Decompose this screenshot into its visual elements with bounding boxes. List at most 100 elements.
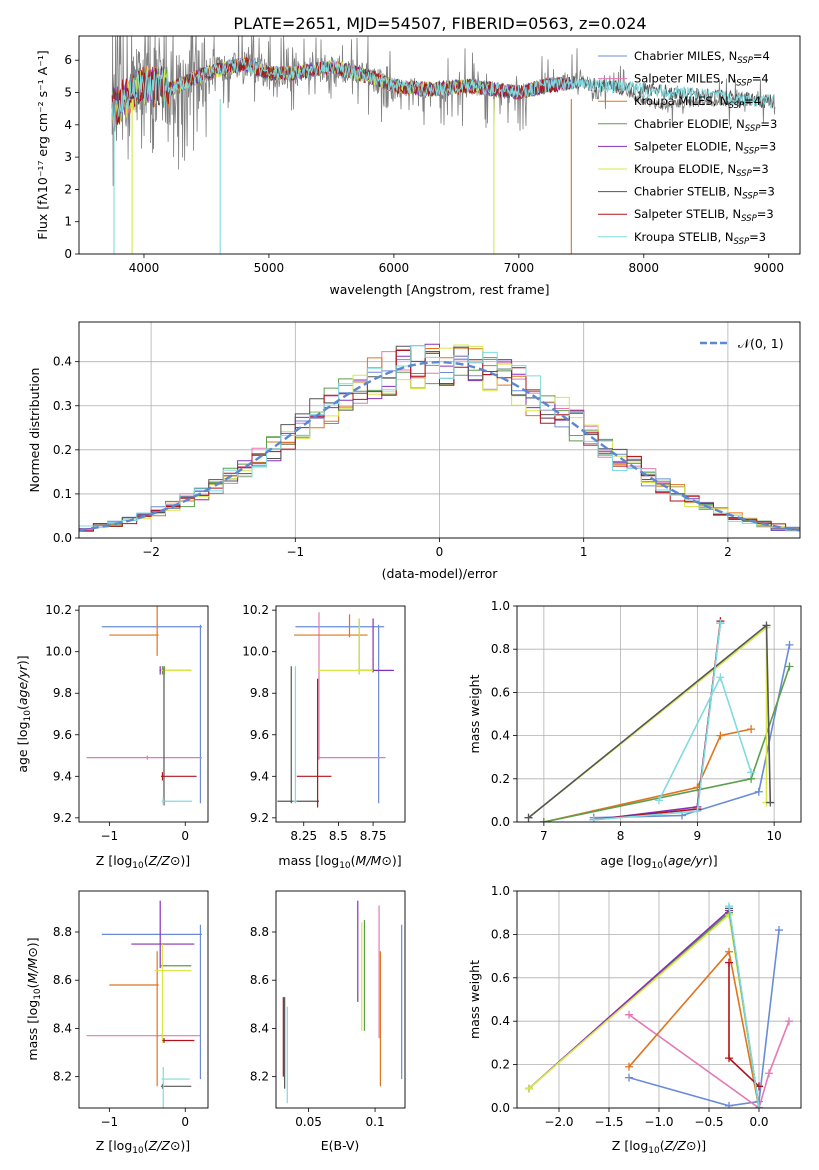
model-spectrum-8 — [111, 57, 572, 125]
weight-marker — [725, 1054, 733, 1063]
x-tick-label: −1 — [101, 1115, 119, 1129]
x-tick-label: −2.0 — [544, 1115, 573, 1129]
legend-label: Chabrier STELIB, NSSP=3 — [634, 185, 775, 202]
x-tick-label: 0 — [181, 829, 189, 843]
y-tick-label: 1.0 — [491, 884, 510, 898]
x-tick-label: 2 — [724, 545, 732, 559]
y-axis-label: age [log10(age/yr)] — [15, 655, 33, 772]
weight_vs_age-frame: 7 8 9 10 0.0 0.2 0.4 0.6 0.8 1.0 age [log10(age/yr… — [467, 599, 802, 871]
y-tick-label: 0.6 — [491, 685, 510, 699]
y-tick-label: 0.2 — [53, 443, 72, 457]
y-tick-label: 0.0 — [491, 1101, 510, 1115]
model-spectrum-9 — [111, 58, 774, 128]
y-tick-label: 9.2 — [53, 811, 72, 825]
y-tick-label: 10.0 — [242, 645, 269, 659]
legend-label: Salpeter MILES, NSSP=4 — [634, 72, 769, 89]
axes-frame — [516, 605, 802, 823]
y-tick-label: 3 — [64, 150, 72, 164]
weight-marker — [716, 619, 725, 628]
y-tick-label: 0.2 — [491, 772, 510, 786]
weight-line-3 — [543, 728, 752, 822]
y-tick-label: 8.6 — [53, 973, 72, 987]
weight-marker — [625, 1010, 633, 1019]
y-tick-label: 2 — [64, 182, 72, 196]
weight_vs_Z-data — [525, 902, 793, 1108]
weight-marker — [747, 725, 756, 734]
x-tick-label: 7 — [540, 829, 548, 843]
weight-line-4 — [543, 666, 791, 822]
age_vs_Z-data — [86, 606, 202, 806]
weight-marker — [785, 662, 794, 671]
spectrum-data — [111, 36, 776, 254]
x-tick-label: 7000 — [504, 261, 535, 275]
x-tick-label: 0.0 — [749, 1115, 768, 1129]
age_vs_mass-data — [277, 612, 394, 808]
y-tick-label: 1.0 — [491, 599, 510, 613]
figure-title: PLATE=2651, MJD=54507, FIBERID=0563, z=0… — [233, 14, 646, 33]
x-axis-label: age [log10(age/yr)] — [600, 853, 717, 871]
y-tick-label: 9.6 — [250, 728, 269, 742]
mass_vs_Z-frame: −1 0 8.2 8.4 8.6 8.8 Z [log10(Z/Z⊙)] mass [log1… — [25, 890, 209, 1156]
x-tick-label: 5000 — [254, 261, 285, 275]
y-tick-label: 8.2 — [53, 1070, 72, 1084]
weight-marker — [762, 621, 771, 630]
weight-marker — [716, 731, 725, 740]
spectrum-legend: Chabrier MILES, NSSP=4 Salpeter MILES, NS… — [598, 49, 777, 247]
y-tick-label: 9.8 — [53, 686, 72, 700]
y-tick-label: 9.4 — [53, 769, 72, 783]
age_vs_Z-frame: −1 0 9.2 9.4 9.6 9.8 10.0 10.2 Z [log10(Z/Z⊙)] ag… — [15, 603, 209, 871]
y-tick-label: 1 — [64, 215, 72, 229]
legend-label: Kroupa ELODIE, NSSP=3 — [634, 162, 769, 179]
normal-reference-curve — [79, 360, 800, 532]
weight-marker — [754, 787, 763, 796]
y-tick-label: 5 — [64, 86, 72, 100]
weight-marker — [524, 813, 533, 822]
weight_vs_Z-frame: −2.0 −1.5 −1.0 −0.5 0.0 0.0 0.2 0.4 0.6 0.8 1.0 Z [… — [467, 884, 802, 1156]
y-tick-label: 9.2 — [250, 811, 269, 825]
weight-line-10 — [593, 623, 722, 821]
y-tick-label: 0.8 — [491, 642, 510, 656]
legend-label: Chabrier MILES, NSSP=4 — [634, 49, 770, 66]
y-tick-label: 0.1 — [53, 487, 72, 501]
weight-marker — [725, 1101, 733, 1108]
x-axis-label: mass [log10(M/M⊙)] — [278, 853, 401, 871]
y-tick-label: 8.8 — [53, 925, 72, 939]
x-axis-label: (data-model)/error — [382, 566, 499, 581]
weight-marker — [775, 926, 783, 935]
y-tick-label: 0.0 — [491, 815, 510, 829]
y-tick-label: 0.0 — [53, 531, 72, 545]
y-tick-label: 4 — [64, 118, 72, 132]
weight-marker — [625, 1073, 633, 1082]
x-tick-label: −1 — [286, 545, 304, 559]
x-tick-label: 9000 — [753, 261, 784, 275]
weight-line-8 — [593, 621, 722, 821]
weight-line-8 — [728, 962, 760, 1087]
axes-frame — [275, 605, 406, 823]
x-axis-label: Z [log10(Z/Z⊙)] — [96, 1138, 190, 1156]
x-tick-label: −0.5 — [694, 1115, 723, 1129]
x-tick-label: −1.5 — [594, 1115, 623, 1129]
y-tick-label: 0.3 — [53, 399, 72, 413]
spectrum-frame: 4000 5000 6000 7000 8000 9000 0 1 2 3 4 5 6 Chabrier … — [35, 35, 801, 297]
mass_vs_Z-data — [86, 900, 202, 1108]
weight-marker — [725, 902, 733, 911]
weight-line-5 — [528, 908, 760, 1108]
axes-frame — [78, 605, 209, 823]
legend-label: Salpeter STELIB, NSSP=3 — [634, 207, 774, 224]
x-tick-label: 1 — [580, 545, 588, 559]
y-tick-label: 10.2 — [242, 603, 269, 617]
x-tick-label: 8.25 — [290, 829, 317, 843]
x-tick-label: 9 — [694, 829, 702, 843]
x-tick-label: 8.75 — [360, 829, 387, 843]
y-tick-label: 0.4 — [491, 729, 510, 743]
y-tick-label: 9.8 — [250, 686, 269, 700]
y-tick-label: 8.2 — [250, 1070, 269, 1084]
weight-marker — [539, 818, 548, 822]
x-tick-label: 0 — [436, 545, 444, 559]
weight-marker — [716, 673, 725, 682]
axes-frame — [78, 35, 801, 255]
y-tick-label: 0.4 — [53, 355, 72, 369]
y-axis-label: mass weight — [467, 674, 482, 753]
